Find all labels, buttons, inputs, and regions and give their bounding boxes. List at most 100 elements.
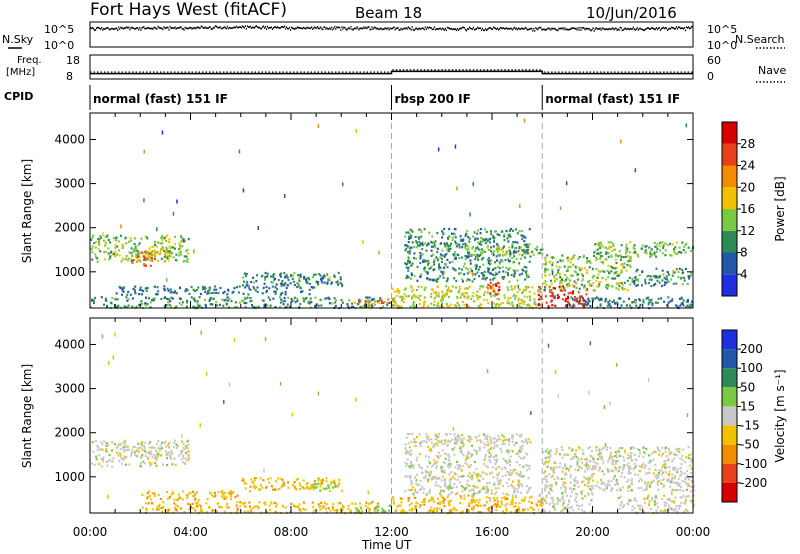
heat-cell: [643, 467, 646, 470]
heat-cell: [494, 267, 497, 270]
heat-cell: [195, 503, 198, 506]
heat-cell: [545, 301, 548, 304]
heat-cell: [466, 287, 469, 290]
heat-cell: [489, 460, 492, 463]
nsky-point: [474, 28, 477, 31]
nsky-point: [462, 26, 465, 29]
nsky-point: [471, 28, 474, 30]
heat-cell: [500, 479, 502, 482]
freq-tick-top: 18: [66, 54, 80, 67]
heat-cell: [489, 439, 492, 442]
heat-cell: [422, 491, 425, 495]
heat-cell: [95, 240, 98, 244]
heat-cell: [127, 257, 130, 260]
heat-cell: [193, 289, 196, 293]
heat-cell: [194, 501, 197, 504]
heat-cell: [521, 444, 524, 447]
heat-cell: [478, 479, 481, 483]
nsky-point: [135, 27, 137, 30]
heat-cell: [168, 245, 171, 248]
heat-cell: [194, 305, 196, 308]
heat-cell: [526, 276, 528, 279]
heat-cell: [569, 261, 572, 264]
heat-cell: [277, 477, 280, 480]
heat-cell: [588, 460, 591, 463]
heat-cell: [180, 240, 183, 243]
nsky-point: [167, 26, 169, 29]
nsky-point: [192, 27, 194, 29]
heat-cell: [586, 269, 589, 272]
heat-cell: [681, 479, 684, 483]
heat-cell: [492, 504, 495, 507]
nsky-point: [495, 27, 497, 30]
heat-cell: [429, 499, 432, 502]
heat-cell: [168, 446, 171, 449]
heat-cell: [662, 452, 664, 455]
heat-cell: [615, 460, 618, 463]
heat-cell: [614, 258, 617, 261]
heat-cell: [213, 288, 216, 291]
heat-cell: [354, 502, 357, 505]
nsky-point: [597, 27, 599, 30]
heat-cell: [316, 282, 319, 285]
heat-cell: [166, 251, 169, 255]
heat-cell: [293, 481, 296, 484]
nsky-point: [496, 28, 498, 31]
heat-cell: [440, 467, 443, 470]
heat-cell: [404, 475, 407, 478]
heat-cell: [410, 462, 413, 465]
heat-cell: [520, 246, 523, 249]
heat-cell: [520, 234, 523, 237]
heat-cell: [498, 282, 501, 285]
heat-cell: [237, 291, 240, 294]
heat-cell: [456, 460, 459, 463]
heat-cell: [475, 263, 478, 266]
heat-cell: [430, 506, 433, 509]
heat-cell: [394, 509, 397, 512]
heat-cell: [625, 252, 627, 255]
heat-cell: [477, 501, 480, 504]
heat-cell: [629, 467, 632, 470]
heat-cell: [130, 247, 133, 250]
nsky-point: [386, 28, 388, 30]
nsky-point: [204, 26, 206, 29]
heat-cell: [445, 280, 448, 283]
heat-cell: [299, 273, 302, 276]
nsky-point: [426, 26, 428, 29]
heat-cell: [99, 234, 102, 238]
heat-cell: [655, 276, 658, 279]
heat-cell: [623, 262, 626, 265]
heat-cell: [498, 472, 501, 475]
nsky-point: [248, 26, 250, 28]
nsky-label: N.Sky: [2, 33, 34, 46]
heat-cell: [449, 247, 452, 250]
heat-cell: [661, 279, 664, 282]
nsky-point: [323, 26, 325, 29]
heat-cell: [406, 274, 409, 278]
heat-cell: [118, 249, 121, 252]
heat-cell: [679, 304, 682, 307]
heat-cell: [567, 295, 570, 298]
heat-cell: [160, 236, 163, 239]
heat-cell: [665, 281, 668, 284]
heat-cell: [127, 448, 129, 451]
heat-cell: [667, 271, 670, 274]
nsky-point: [313, 27, 315, 30]
heat-cell: [163, 289, 166, 292]
heat-cell: [494, 261, 497, 264]
heat-cell: [230, 497, 232, 500]
heat-cell: [475, 267, 478, 271]
nsky-point: [617, 28, 619, 30]
heat-cell: [509, 463, 511, 467]
nsky-point: [691, 25, 693, 28]
heat-cell: [608, 299, 611, 302]
heat-cell: [659, 242, 662, 245]
heat-cell: [569, 291, 572, 294]
heat-cell: [149, 453, 152, 456]
heat-cell: [433, 297, 436, 300]
heat-cell: [494, 487, 497, 490]
heat-cell: [620, 244, 623, 247]
heat-cell: [527, 508, 530, 511]
nsky-point: [166, 26, 168, 29]
